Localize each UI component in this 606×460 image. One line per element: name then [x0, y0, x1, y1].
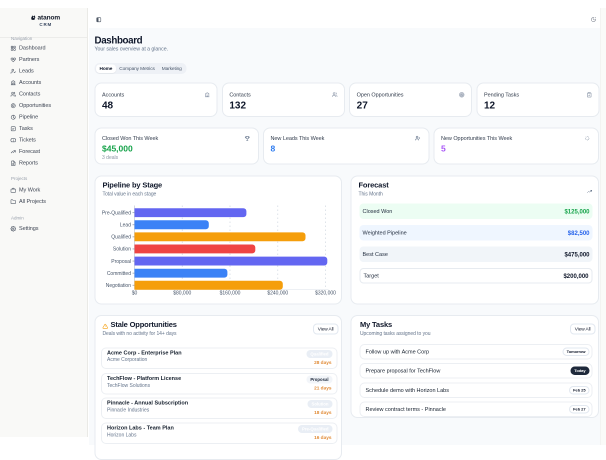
svg-text:$160,000: $160,000 [220, 291, 241, 297]
svg-text:$80,000: $80,000 [173, 291, 191, 297]
svg-text:$320,000: $320,000 [315, 291, 336, 297]
svg-text:$0: $0 [132, 291, 138, 297]
svg-text:Committed: Committed [107, 271, 131, 277]
svg-text:Lead: Lead [120, 223, 131, 229]
svg-text:$240,000: $240,000 [267, 291, 288, 297]
svg-text:Qualified: Qualified [111, 235, 131, 241]
svg-text:Negotiation: Negotiation [106, 283, 132, 289]
svg-text:Solution: Solution [113, 247, 131, 253]
svg-text:Pre-Qualified: Pre-Qualified [102, 210, 131, 216]
svg-text:Proposal: Proposal [111, 259, 131, 265]
